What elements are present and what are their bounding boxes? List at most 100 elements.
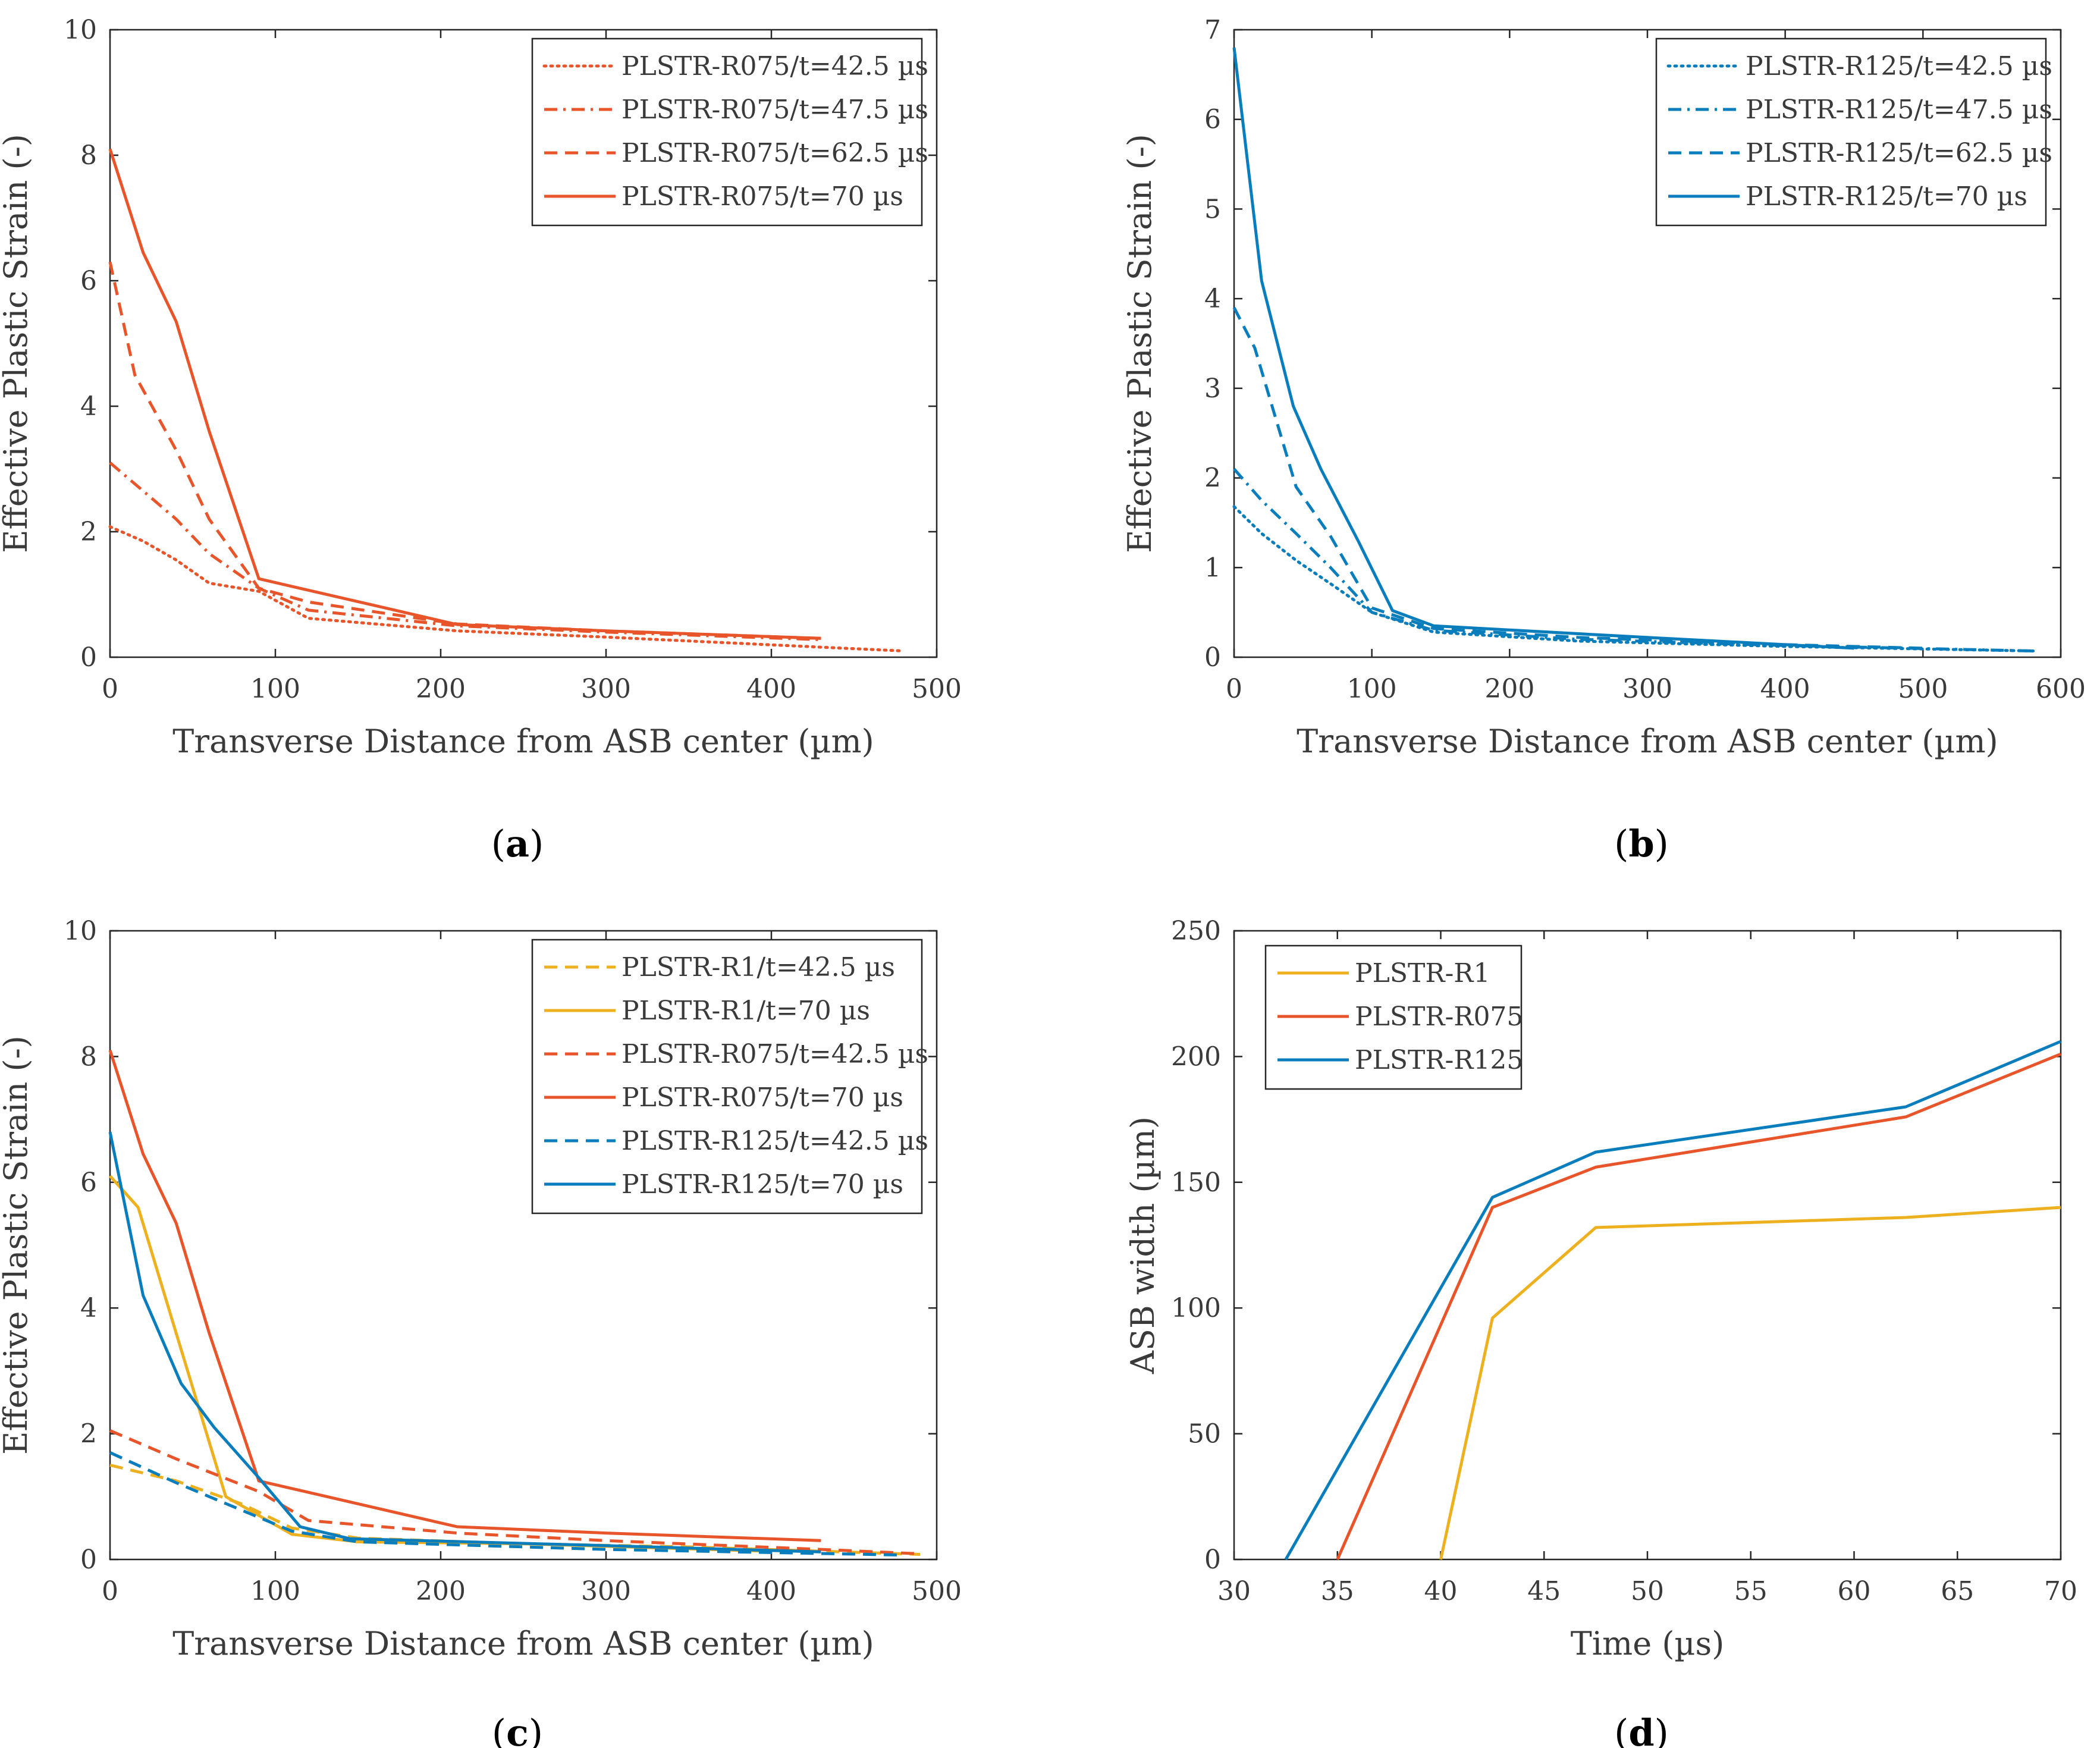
x-tick-label: 400	[746, 674, 796, 704]
series-line-5	[109, 1451, 904, 1557]
y-tick-label: 2	[1204, 463, 1221, 494]
x-tick-label: 400	[746, 1576, 796, 1606]
y-tick-label: 0	[1204, 1545, 1221, 1575]
series-line-4	[108, 148, 821, 640]
series-line-6	[108, 1131, 821, 1554]
y-tick-label: 10	[64, 15, 97, 45]
y-tick-label: 0	[1204, 642, 1221, 673]
x-tick-label: 100	[250, 1576, 300, 1606]
y-tick-label: 8	[80, 1041, 97, 1072]
y-tick-label: 2	[80, 517, 97, 547]
y-tick-label: 6	[80, 266, 97, 296]
panel-caption-letter: b	[1628, 822, 1654, 865]
legend-entry-label: PLSTR-R075/t=70 µs	[621, 181, 903, 212]
panel-caption: (d)	[1614, 1711, 1669, 1748]
chart-panel-c: 0 100 200 300 400 500 0 2 4 6 8 10 Transverse Distan…	[0, 916, 962, 1748]
x-tick-label: 0	[1226, 674, 1242, 704]
y-tick-label: 100	[1171, 1293, 1221, 1323]
y-tick-label: 200	[1171, 1041, 1221, 1072]
x-tick-label: 100	[250, 674, 300, 704]
y-tick-label: 50	[1188, 1419, 1221, 1449]
x-tick-label: 500	[912, 674, 962, 704]
series-line-1	[1232, 505, 2035, 652]
legend-entry-label: PLSTR-R125/t=47.5 µs	[1746, 95, 2052, 125]
legend-entry-label: PLSTR-R125/t=42.5 µs	[621, 1126, 928, 1156]
x-tick-label: 40	[1424, 1576, 1458, 1606]
x-tick-label: 500	[912, 1576, 962, 1606]
x-tick-label: 500	[1898, 674, 1948, 704]
x-tick-label: 100	[1347, 674, 1397, 704]
x-tick-label: 400	[1760, 674, 1810, 704]
x-axis-label: Transverse Distance from ASB center (µm)	[1297, 723, 1998, 760]
y-tick-label: 7	[1204, 15, 1221, 45]
y-tick-label: 150	[1171, 1168, 1221, 1198]
x-tick-label: 70	[2044, 1576, 2077, 1606]
y-axis-label: Effective Plastic Strain (-)	[0, 1035, 34, 1455]
x-tick-label: 55	[1734, 1576, 1768, 1606]
x-tick-label: 300	[581, 674, 631, 704]
y-tick-label: 10	[64, 916, 97, 946]
chart-panel-b: 0 100 200 300 400 500 600 0 1 2 3 4 5 6 7 Transverse Di…	[1121, 15, 2086, 865]
legend-entry-label: PLSTR-R075/t=47.5 µs	[621, 95, 928, 125]
x-axis-label: Transverse Distance from ASB center (µm)	[172, 1625, 874, 1662]
panel-caption: (c)	[492, 1711, 543, 1748]
chart-panel-a: 0 100 200 300 400 500 0 2 4 6 8 10 Transverse Distan…	[0, 15, 962, 865]
legend-entry-label: PLSTR-R075/t=62.5 µs	[621, 138, 928, 168]
x-tick-label: 200	[1484, 674, 1534, 704]
series-line-4	[108, 1050, 821, 1542]
legend-entry-label: PLSTR-R1/t=42.5 µs	[621, 952, 895, 983]
legend-entry-label: PLSTR-R125/t=42.5 µs	[1746, 51, 2052, 81]
x-tick-label: 35	[1321, 1576, 1354, 1606]
x-tick-label: 45	[1527, 1576, 1561, 1606]
y-tick-label: 2	[80, 1419, 97, 1449]
legend-entry-label: PLSTR-R1/t=70 µs	[621, 996, 870, 1026]
legend-entry-label: PLSTR-R075/t=42.5 µs	[621, 1039, 928, 1069]
panel-caption-letter: d	[1628, 1711, 1654, 1748]
y-tick-label: 3	[1204, 374, 1221, 404]
y-tick-label: 6	[1204, 105, 1221, 135]
legend-entry-label: PLSTR-R125/t=62.5 µs	[1746, 138, 2052, 168]
x-tick-label: 200	[416, 1576, 466, 1606]
x-tick-label: 200	[416, 674, 466, 704]
y-axis-label: Effective Plastic Strain (-)	[1121, 134, 1159, 553]
legend-box	[531, 939, 923, 1215]
legend-entry-label: PLSTR-R075/t=42.5 µs	[621, 51, 928, 81]
series-line-2	[1336, 1052, 2061, 1561]
y-tick-label: 4	[80, 391, 97, 422]
y-tick-label: 4	[1204, 284, 1221, 314]
x-tick-label: 0	[102, 674, 118, 704]
x-tick-label: 65	[1941, 1576, 1974, 1606]
y-axis-label: ASB width (µm)	[1124, 1116, 1162, 1374]
panel-caption: (b)	[1614, 822, 1669, 865]
y-tick-label: 5	[1204, 194, 1221, 224]
x-tick-label: 60	[1838, 1576, 1871, 1606]
x-tick-label: 0	[102, 1576, 118, 1606]
x-tick-label: 300	[1622, 674, 1672, 704]
series-line-3	[109, 1429, 921, 1555]
x-tick-label: 50	[1631, 1576, 1664, 1606]
legend-entry-label: PLSTR-R075/t=70 µs	[621, 1082, 903, 1113]
series-line-3	[1232, 307, 1923, 650]
panel-caption-letter: a	[506, 822, 529, 865]
series-line-3	[108, 261, 821, 640]
legend-entry-label: PLSTR-R1	[1355, 958, 1490, 988]
y-tick-label: 4	[80, 1293, 97, 1323]
x-tick-label: 30	[1217, 1576, 1251, 1606]
chart-panel-d: 30 35 40 45 50 55 60 65 70 0 50 100 150 200 250 Time (µ…	[1124, 916, 2077, 1748]
y-tick-label: 6	[80, 1168, 97, 1198]
y-axis-label: Effective Plastic Strain (-)	[0, 134, 34, 553]
legend-entry-label: PLSTR-R125/t=70 µs	[621, 1169, 903, 1200]
panel-caption-letter: c	[506, 1711, 529, 1748]
series-line-1	[108, 525, 905, 652]
legend-box	[531, 37, 923, 227]
y-tick-label: 1	[1204, 553, 1221, 583]
legend-entry-label: PLSTR-R075	[1355, 1002, 1523, 1032]
legend-entry-label: PLSTR-R125/t=70 µs	[1746, 181, 2027, 212]
series-line-1	[1439, 1206, 2061, 1560]
y-tick-label: 250	[1171, 916, 1221, 946]
y-tick-label: 0	[80, 1545, 97, 1575]
series-line-4	[1232, 47, 1854, 650]
series-line-2	[1233, 467, 2033, 652]
x-tick-label: 300	[581, 1576, 631, 1606]
